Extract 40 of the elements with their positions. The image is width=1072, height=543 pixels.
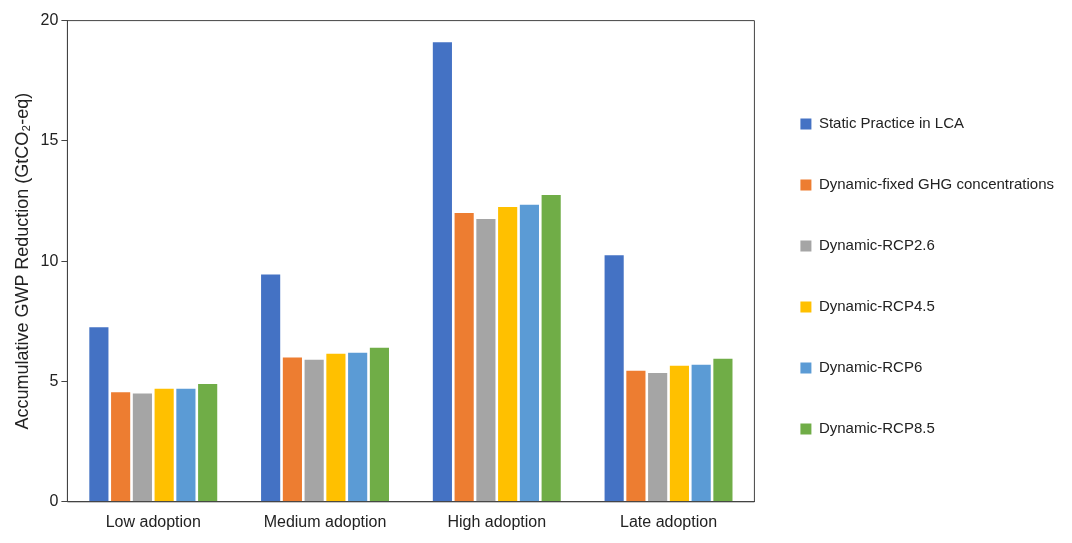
bar <box>669 365 689 502</box>
y-tick-label: 15 <box>40 131 59 149</box>
bar <box>282 357 302 502</box>
legend-label: Dynamic-RCP4.5 <box>818 297 935 315</box>
bar <box>154 388 174 502</box>
legend-label: Dynamic-fixed GHG concentrations <box>818 175 1055 193</box>
bar <box>713 358 733 502</box>
x-tick-label: Medium adoption <box>263 512 387 530</box>
y-axis-title: Accumulative GWP Reduction (GtCO₂-eq) <box>11 92 32 430</box>
y-tick-label: 0 <box>49 492 59 510</box>
bar <box>89 327 109 502</box>
legend-label: Static Practice in LCA <box>818 114 964 132</box>
bar <box>176 388 196 502</box>
legend-label: Dynamic-RCP2.6 <box>818 236 935 254</box>
bar <box>691 364 711 502</box>
bar <box>369 347 389 502</box>
bar <box>348 352 368 502</box>
legend-label: Dynamic-RCP6 <box>818 358 923 376</box>
bar <box>261 274 281 502</box>
legend-label: Dynamic-RCP8.5 <box>818 419 935 437</box>
y-tick-label: 20 <box>40 11 59 29</box>
bar <box>498 207 518 502</box>
bar <box>604 255 624 502</box>
bar <box>198 383 218 502</box>
x-tick-label: Late adoption <box>620 512 718 530</box>
bar <box>476 219 496 502</box>
bar <box>132 393 152 502</box>
y-tick-label: 10 <box>40 251 59 269</box>
bar <box>432 42 452 502</box>
bar <box>111 392 131 502</box>
bar <box>454 213 474 502</box>
bar <box>541 195 561 502</box>
x-tick-label: Low adoption <box>105 512 201 530</box>
bar <box>326 353 346 502</box>
x-tick-label: High adoption <box>447 512 547 530</box>
bar <box>648 373 668 502</box>
bar <box>519 204 539 502</box>
bar <box>304 359 324 502</box>
bar <box>626 370 646 502</box>
y-tick-label: 5 <box>49 371 59 389</box>
